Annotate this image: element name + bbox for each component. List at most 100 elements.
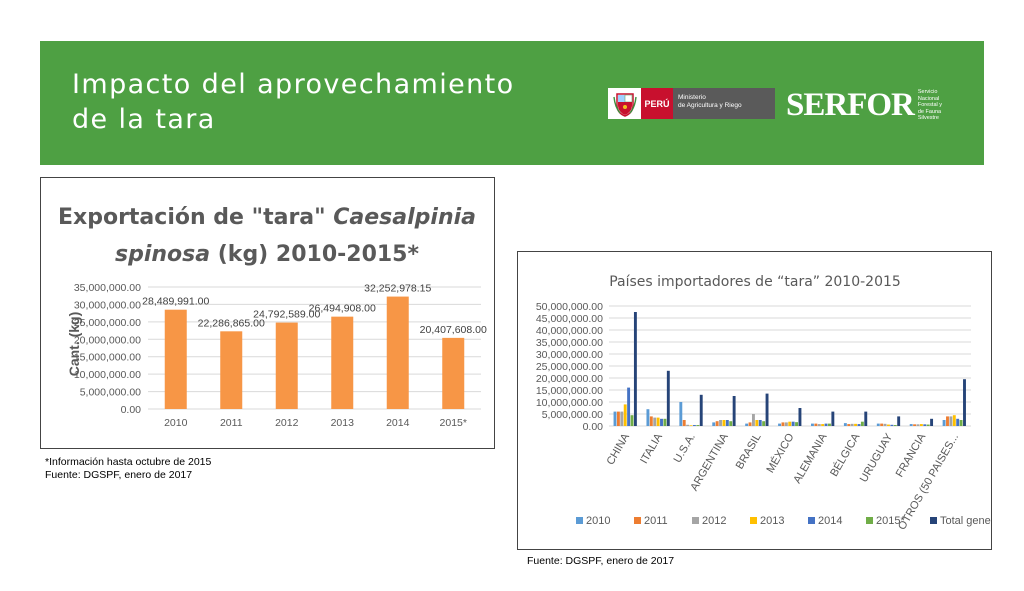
importers-bar (919, 424, 923, 426)
importers-bar (880, 423, 884, 426)
page-title-line2: de la tara (72, 104, 216, 135)
legend-swatch (576, 517, 583, 524)
serfor-sub-line: Nacional (917, 95, 940, 102)
importers-bar (699, 394, 703, 426)
importers-bar (949, 416, 953, 426)
legend-swatch (750, 517, 757, 524)
serfor-wordmark: SERFOR (786, 87, 915, 123)
importers-bar (613, 411, 617, 426)
export-bar (442, 337, 465, 409)
legend-label: 2015* (876, 515, 905, 527)
importers-bar (930, 418, 934, 426)
importers-ytick-label: 5,000,000.00 (542, 409, 603, 421)
importers-bar (725, 420, 729, 426)
importers-bar (847, 424, 851, 426)
importers-xtick-label: FRANCIA (894, 431, 929, 479)
importers-bar (778, 423, 781, 426)
export-chart-note: *Información hasta octubre de 2015 Fuent… (45, 456, 211, 482)
importers-bar (722, 420, 726, 426)
importers-bar (887, 424, 890, 426)
importers-bar (692, 425, 696, 426)
serfor-sub-line: Forestal y (917, 102, 943, 109)
footnote-source: Fuente: DGSPF, enero de 2017 (45, 469, 193, 481)
export-ytick-label: 25,000,000.00 (74, 317, 141, 329)
importers-bar (913, 424, 917, 426)
export-data-label: 28,489,991.00 (142, 296, 209, 308)
importers-bar (784, 422, 788, 426)
importers-xtick-label: ALEMANIA (791, 431, 830, 486)
importers-bar (653, 417, 657, 426)
importers-ytick-label: 10,000,000.00 (536, 397, 603, 409)
importers-bar (748, 422, 752, 426)
importers-bar (817, 424, 821, 426)
serfor-sub-line: Servicio (917, 89, 938, 96)
importers-bar (765, 393, 769, 426)
export-xtick-label: 2015* (440, 417, 467, 429)
importers-bar (821, 424, 825, 426)
legend-label: 2010 (586, 515, 610, 527)
export-xtick-label: 2011 (220, 417, 243, 429)
ministry-line1: Ministerio (678, 94, 706, 101)
importers-chart-source: Fuente: DGSPF, enero de 2017 (527, 555, 675, 567)
importers-bar (850, 423, 854, 426)
importers-bar (627, 387, 631, 426)
legend-label: Total general (kg) (940, 515, 991, 527)
export-xtick-label: 2014 (386, 417, 410, 429)
importers-bar (828, 423, 831, 426)
importers-ytick-label: 30,000,000.00 (536, 349, 603, 361)
importers-bar (620, 411, 624, 426)
export-ytick-label: 5,000,000.00 (80, 387, 141, 399)
page-title-line1: Impacto del aprovechamiento (72, 69, 515, 100)
export-chart-ylabel: Cant. (kg) (66, 312, 82, 377)
importers-ytick-label: 50,000,000.00 (536, 301, 603, 313)
importers-chart-title: Países importadores de “tara” 2010-2015 (609, 274, 901, 290)
importers-bar (755, 420, 759, 426)
importers-xtick-label: U.S.A. (672, 432, 698, 466)
importers-xtick-label: MÉXICO (764, 431, 797, 475)
importers-bar (646, 409, 650, 426)
importers-bar (942, 420, 946, 426)
importers-bar (689, 425, 693, 426)
importers-bar (857, 424, 861, 426)
export-xtick-label: 2010 (164, 417, 188, 429)
importers-bar (616, 411, 620, 426)
importers-bar (909, 424, 913, 426)
footnote-info: *Información hasta octubre de 2015 (45, 456, 212, 468)
importers-bar (712, 422, 716, 426)
serfor-sub-line: de Fauna (917, 108, 942, 115)
importers-bar (831, 411, 835, 426)
importers-bar (860, 421, 864, 426)
importers-bar (719, 420, 722, 426)
importers-bar (781, 422, 785, 426)
export-ytick-label: 30,000,000.00 (74, 299, 141, 311)
ministry-label: Ministerio de Agricultura y Riego (673, 88, 775, 119)
export-ytick-label: 0.00 (121, 404, 142, 416)
export-bar (220, 331, 243, 409)
ministry-line2: de Agricultura y Riego (678, 102, 742, 109)
export-ytick-label: 20,000,000.00 (74, 334, 141, 346)
importers-bar (788, 421, 792, 426)
importers-bar (732, 396, 736, 426)
importers-bar (758, 420, 762, 426)
importers-bar (715, 421, 719, 426)
serfor-logo: SERFOR Servicio Nacional Forestal y de F… (786, 87, 950, 124)
importers-ytick-label: 35,000,000.00 (536, 337, 603, 349)
legend-swatch (692, 517, 699, 524)
importers-bar (824, 423, 828, 426)
importers-bar (686, 424, 690, 426)
importers-bar (623, 404, 627, 426)
coat-of-arms-icon (608, 88, 641, 119)
importers-bar (795, 422, 798, 426)
legend-swatch (808, 517, 815, 524)
importers-xtick-label: CHINA (605, 431, 633, 467)
importers-bar (883, 423, 887, 426)
legend-swatch (866, 517, 873, 524)
importers-bar (893, 425, 897, 426)
importers-bar (696, 425, 700, 426)
importers-bar (633, 312, 637, 426)
importers-xtick-label: BRASIL (734, 432, 764, 472)
export-chart-panel: Exportación de "tara" Caesalpinia spinos… (40, 177, 495, 449)
importers-bar (952, 415, 956, 426)
export-data-label: 32,252,978.15 (364, 283, 431, 295)
export-xtick-label: 2012 (275, 417, 299, 429)
